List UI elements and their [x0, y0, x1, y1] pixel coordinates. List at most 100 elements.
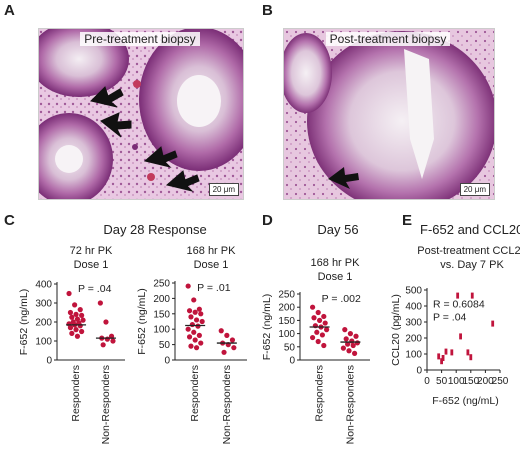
data-point [192, 337, 198, 343]
panel-letter-c: C [4, 212, 15, 229]
chart-subtitle: 72 hr PK [70, 245, 113, 257]
data-point [345, 341, 351, 347]
data-point [79, 312, 85, 318]
data-point [353, 333, 359, 339]
data-point [317, 317, 323, 323]
y-axis-label: CCL20 (pg/mL) [390, 294, 402, 366]
chart-subtitle: 168 hr PK [187, 245, 237, 257]
data-point [188, 343, 194, 349]
y-tick-label: 250 [278, 290, 295, 301]
data-point [198, 340, 204, 346]
micrograph-post-treatment: 20 μm [283, 28, 495, 200]
y-axis-label: F-652 (ng/mL) [136, 288, 148, 355]
r-value-annotation: R = 0.6084 [433, 299, 485, 311]
data-point [466, 349, 470, 356]
data-point [440, 358, 443, 365]
scale-bar: 20 μm [459, 183, 490, 196]
data-point [67, 325, 74, 331]
data-point [319, 332, 325, 338]
chart-subtitle: Dose 1 [318, 271, 353, 283]
arrows-post [328, 167, 359, 189]
y-tick-label: 300 [405, 318, 422, 329]
data-point [185, 326, 191, 332]
arrow-icon [90, 86, 124, 108]
y-tick-label: 200 [405, 334, 422, 345]
data-point [221, 349, 227, 355]
y-tick-label: 50 [159, 340, 171, 351]
data-point [186, 308, 193, 314]
category-label: Responders [189, 365, 201, 422]
data-point [229, 337, 236, 343]
histology-image-post [284, 29, 494, 199]
data-point [350, 342, 356, 349]
data-point [69, 330, 75, 336]
data-point [193, 345, 200, 351]
p-value-annotation: P = .01 [197, 282, 231, 294]
data-point [189, 321, 195, 328]
data-point [188, 314, 194, 320]
arrows-pre [90, 86, 200, 192]
x-tick-label: 150 [462, 376, 479, 387]
chart-subtitle: Post-treatment CCL20 [417, 245, 520, 257]
data-point [349, 338, 355, 344]
y-tick-label: 400 [405, 302, 422, 313]
y-tick-label: 150 [278, 316, 295, 327]
y-tick-label: 0 [164, 356, 170, 367]
chart-subtitle: vs. Day 7 PK [440, 259, 504, 271]
panel-letter-a: A [4, 2, 15, 19]
data-point [343, 336, 349, 342]
data-point [79, 328, 85, 335]
data-point [218, 328, 224, 334]
data-point [459, 333, 462, 340]
data-point [77, 307, 83, 313]
data-point [315, 338, 321, 345]
data-point [314, 329, 320, 335]
category-label: Non-Responders [344, 365, 356, 444]
chart-subtitle: Dose 1 [74, 259, 109, 271]
data-point [321, 313, 327, 320]
y-tick-label: 250 [153, 279, 170, 290]
data-point [469, 354, 473, 361]
data-point [103, 319, 109, 325]
data-point [74, 333, 81, 339]
data-point [72, 302, 78, 308]
arrow-icon [143, 146, 178, 168]
data-point [66, 290, 72, 297]
arrow-icon [165, 170, 200, 192]
data-point [347, 331, 353, 337]
y-axis-label: F-652 (ng/mL) [18, 289, 30, 356]
y-tick-label: 0 [46, 356, 52, 367]
y-tick-label: 400 [35, 280, 52, 291]
panel-letter-b: B [262, 2, 273, 19]
chart-subtitle: Dose 1 [194, 259, 229, 271]
panel-letter-d: D [262, 212, 273, 229]
data-point [104, 336, 110, 342]
y-tick-label: 200 [35, 318, 52, 329]
y-tick-label: 500 [405, 286, 422, 297]
x-tick-label: 100 [448, 376, 465, 387]
data-point [231, 345, 237, 351]
p-value-annotation: P = .04 [78, 283, 112, 295]
y-tick-label: 100 [35, 337, 52, 348]
scale-bar: 20 μm [208, 183, 239, 196]
data-point [191, 329, 197, 335]
arrow-icon [100, 112, 132, 138]
data-point [110, 338, 116, 344]
x-tick-label: 250 [492, 376, 509, 387]
data-point [315, 309, 321, 316]
data-point [185, 283, 191, 289]
p-value-annotation: P = .002 [322, 293, 361, 305]
data-point [340, 345, 346, 351]
data-point [310, 304, 316, 310]
data-point [196, 306, 202, 312]
data-point [456, 292, 460, 299]
data-point [322, 320, 328, 326]
category-label: Non-Responders [221, 365, 233, 444]
x-axis-label: F-652 (ng/mL) [432, 395, 499, 407]
data-point [199, 318, 205, 325]
y-axis-label: F-652 (ng/mL) [261, 294, 273, 361]
data-point [77, 323, 83, 329]
title-post-treatment: Post-treatment biopsy [283, 32, 493, 46]
y-tick-label: 200 [153, 294, 170, 305]
